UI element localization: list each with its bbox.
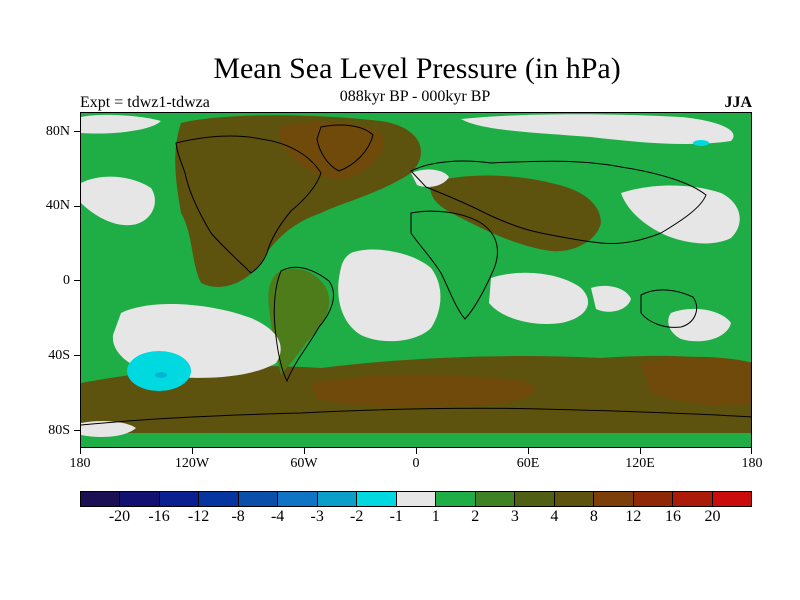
lon-label-120e: 120E <box>625 456 655 471</box>
antarctica-coast <box>81 407 751 426</box>
legend-label: 16 <box>664 508 681 525</box>
greenland-coast <box>316 124 374 172</box>
arctic-neutral-2 <box>461 114 734 144</box>
lon-label-120w: 120W <box>174 456 210 471</box>
lat-tick <box>74 280 80 281</box>
lat-label-80s: 80S <box>48 423 70 438</box>
greenland-anomaly <box>279 122 384 179</box>
legend-swatch <box>317 492 358 506</box>
legend-label: -16 <box>148 508 170 525</box>
lat-label-40n: 40N <box>45 198 70 213</box>
legend-swatch <box>475 492 516 506</box>
lat-label-40s: 40S <box>48 348 70 363</box>
color-legend <box>80 491 752 507</box>
eurasia-anomaly <box>430 175 601 252</box>
legend-label: -8 <box>231 508 245 525</box>
antarctic-neutral <box>81 420 136 437</box>
north-pacific-neutral <box>81 176 155 226</box>
lat-tick <box>74 430 80 431</box>
lon-label-0: 0 <box>412 456 420 471</box>
legend-swatch <box>81 492 121 506</box>
lat-tick <box>74 206 80 207</box>
pressure-map <box>80 112 752 448</box>
lon-label-60e: 60E <box>516 456 540 471</box>
legend-label: 1 <box>431 508 440 525</box>
lat-label-80n: 80N <box>45 124 70 139</box>
lat-tick <box>74 355 80 356</box>
legend-label: -2 <box>350 508 364 525</box>
australia-south-anomaly <box>641 356 751 406</box>
legend-swatch <box>396 492 437 506</box>
lon-label-180e: 180 <box>741 456 763 471</box>
legend-label: -4 <box>270 508 285 525</box>
legend-swatch <box>357 492 397 506</box>
season-label: JJA <box>724 94 752 111</box>
lon-tick <box>640 448 641 454</box>
legend-label: 2 <box>471 508 480 525</box>
australia-east-neutral <box>591 285 631 312</box>
legend-swatch <box>554 492 595 506</box>
legend-swatch <box>633 492 674 506</box>
south-america-anomaly <box>268 268 330 375</box>
legend-label: 8 <box>589 508 598 525</box>
map-svg <box>81 113 751 447</box>
legend-swatch <box>159 492 200 506</box>
east-asia-neutral <box>621 185 740 244</box>
legend-swatch <box>120 492 160 506</box>
lon-tick <box>304 448 305 454</box>
legend-swatch <box>594 492 634 506</box>
north-america-coast <box>175 135 322 274</box>
indian-ocean-neutral <box>489 272 589 324</box>
lon-tick <box>416 448 417 454</box>
arctic-neutral <box>81 114 161 134</box>
legend-label: -3 <box>310 508 324 525</box>
south-america-coast <box>273 266 334 383</box>
legend-label: -20 <box>108 508 131 525</box>
lat-label-0: 0 <box>63 273 70 288</box>
eurasia-coast <box>410 160 707 244</box>
legend-label: -12 <box>187 508 210 525</box>
lon-tick <box>528 448 529 454</box>
tasman-neutral <box>668 308 731 342</box>
southern-ocean-dark-anomaly <box>311 374 536 407</box>
south-atlantic-neutral <box>338 249 441 342</box>
legend-swatch <box>238 492 279 506</box>
chart-title: Mean Sea Level Pressure (in hPa) <box>213 52 621 85</box>
arctic-cyan-patch <box>693 140 709 146</box>
legend-swatch <box>436 492 476 506</box>
legend-label: 4 <box>550 508 559 525</box>
legend-swatch <box>515 492 555 506</box>
lon-label-60w: 60W <box>290 456 318 471</box>
lon-tick <box>751 448 752 454</box>
lat-tick <box>74 131 80 132</box>
period-label: 088kyr BP - 000kyr BP <box>339 88 491 105</box>
negative-anomaly-center <box>155 372 167 378</box>
experiment-label: Expt = tdwz1-tdwza <box>80 94 210 111</box>
australia-coast <box>640 289 697 328</box>
coastlines <box>81 124 751 426</box>
legend-swatch <box>278 492 318 506</box>
legend-swatch <box>199 492 239 506</box>
legend-swatch <box>712 492 751 506</box>
lon-tick <box>192 448 193 454</box>
legend-label: -1 <box>389 508 403 525</box>
legend-label: 3 <box>510 508 519 525</box>
north-atlantic-neutral <box>411 169 449 187</box>
lon-tick <box>80 448 81 454</box>
lon-label-180w: 180 <box>69 456 91 471</box>
africa-coast <box>410 210 498 320</box>
legend-label: 20 <box>704 508 721 525</box>
legend-label: 12 <box>625 508 642 525</box>
negative-anomaly-core <box>127 351 191 391</box>
legend-swatch <box>673 492 713 506</box>
